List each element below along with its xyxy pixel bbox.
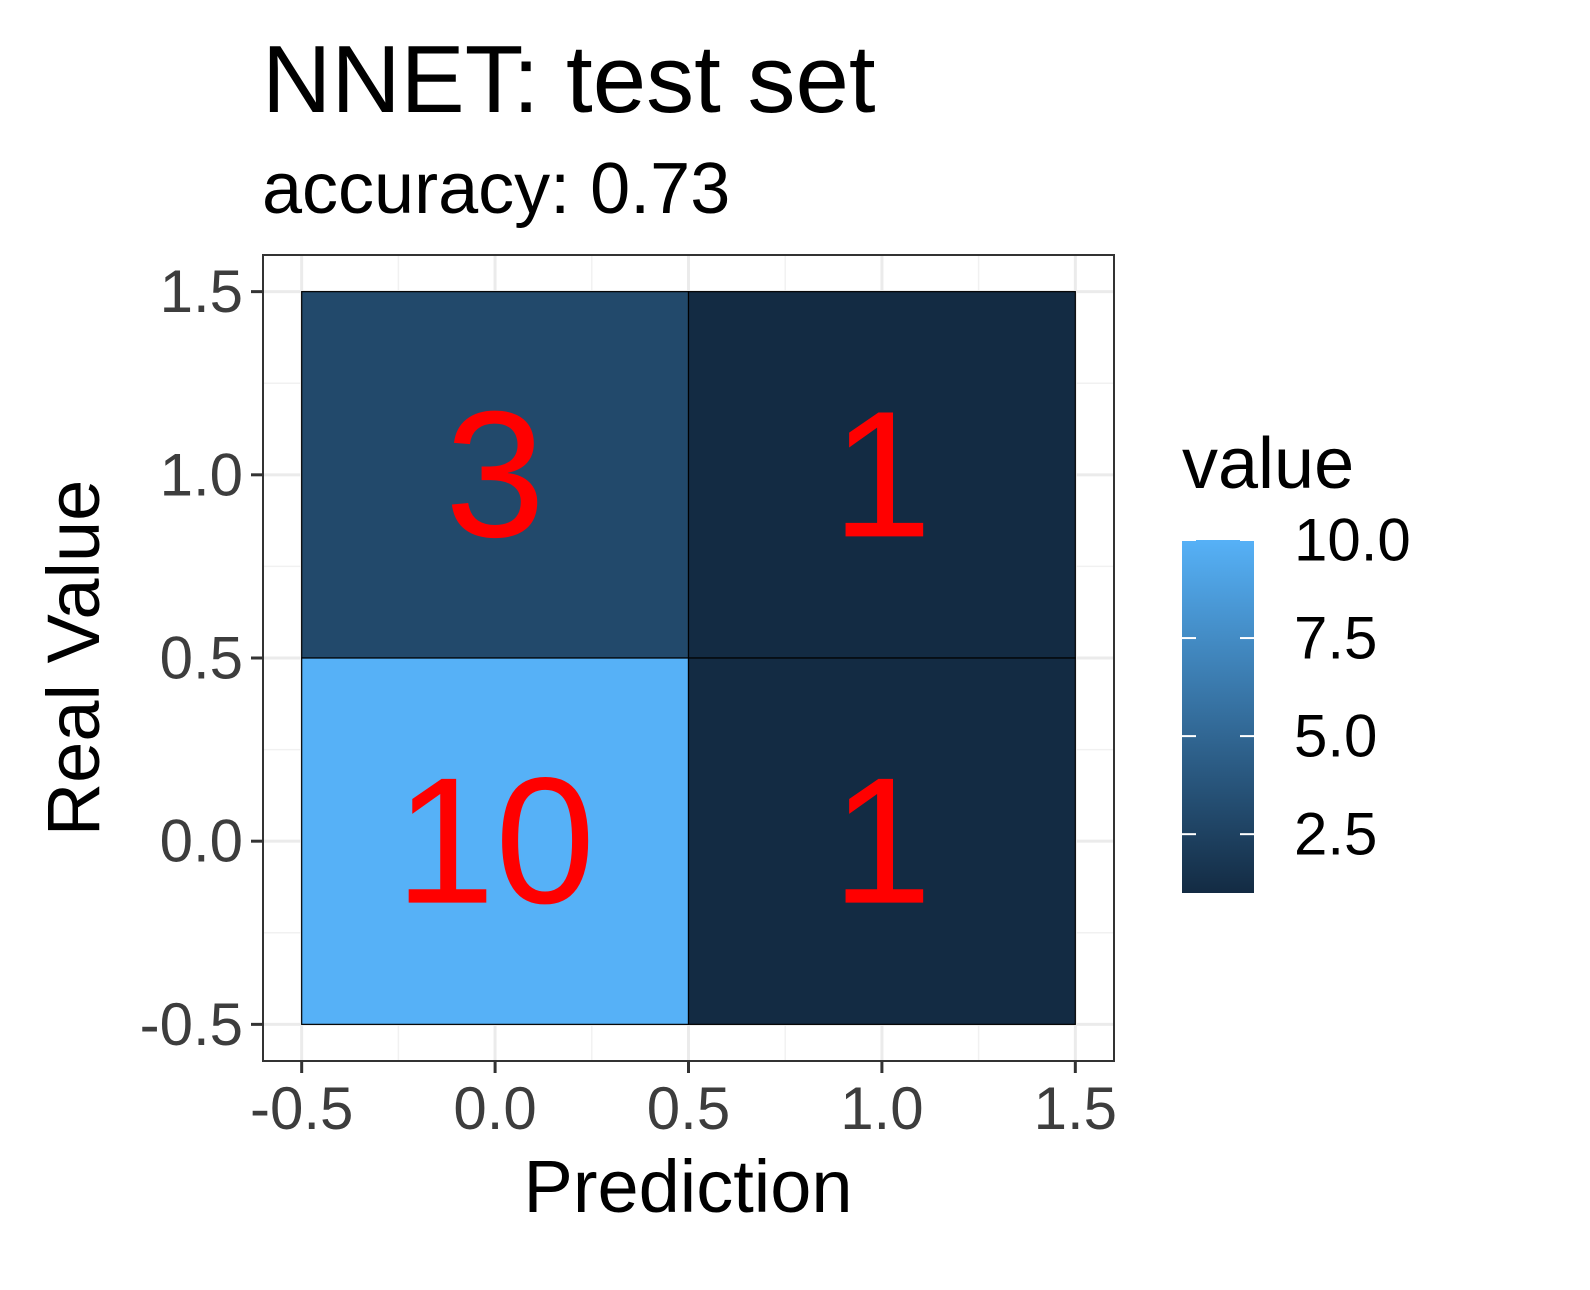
x-tick-label: 0.5 (647, 1075, 730, 1142)
cell-value-label: 1 (832, 374, 932, 575)
cell-value-label: 10 (395, 741, 595, 942)
y-tick-label: 0.0 (160, 808, 243, 875)
legend-tick-label: 2.5 (1294, 801, 1377, 868)
legend-title: value (1182, 424, 1354, 504)
x-tick-label: 1.0 (840, 1075, 923, 1142)
legend-tick-label: 7.5 (1294, 605, 1377, 672)
chart-title: NNET: test set (262, 26, 876, 133)
x-tick-label: 1.5 (1034, 1075, 1117, 1142)
heatmap-cell (687, 657, 1076, 1025)
y-axis-title: Real Value (32, 480, 115, 837)
heatmap-cell (301, 657, 690, 1025)
plot-area: 3 1 10 1 -0.5 0.0 0.5 1.0 1.5 -0.5 0.0 0.5 1.0 1.5 (140, 254, 1117, 1142)
x-tick-label: -0.5 (250, 1075, 353, 1142)
legend-colorbar (1182, 540, 1254, 893)
heatmap-cell (687, 291, 1076, 659)
legend-tick-label: 5.0 (1294, 703, 1377, 770)
cell-value-label: 1 (832, 741, 932, 942)
y-tick-label: 1.0 (160, 441, 243, 508)
x-tick-label: 0.0 (453, 1075, 536, 1142)
color-legend: 2.5 5.0 7.5 10.0 (1182, 507, 1411, 893)
chart-subtitle: accuracy: 0.73 (262, 149, 730, 229)
y-tick-label: 0.5 (160, 625, 243, 692)
cell-value-label: 3 (445, 374, 545, 575)
legend-tick-label: 10.0 (1294, 507, 1411, 574)
y-tick-label: -0.5 (140, 991, 243, 1058)
y-tick-label: 1.5 (160, 258, 243, 325)
x-axis-title: Prediction (523, 1145, 852, 1228)
